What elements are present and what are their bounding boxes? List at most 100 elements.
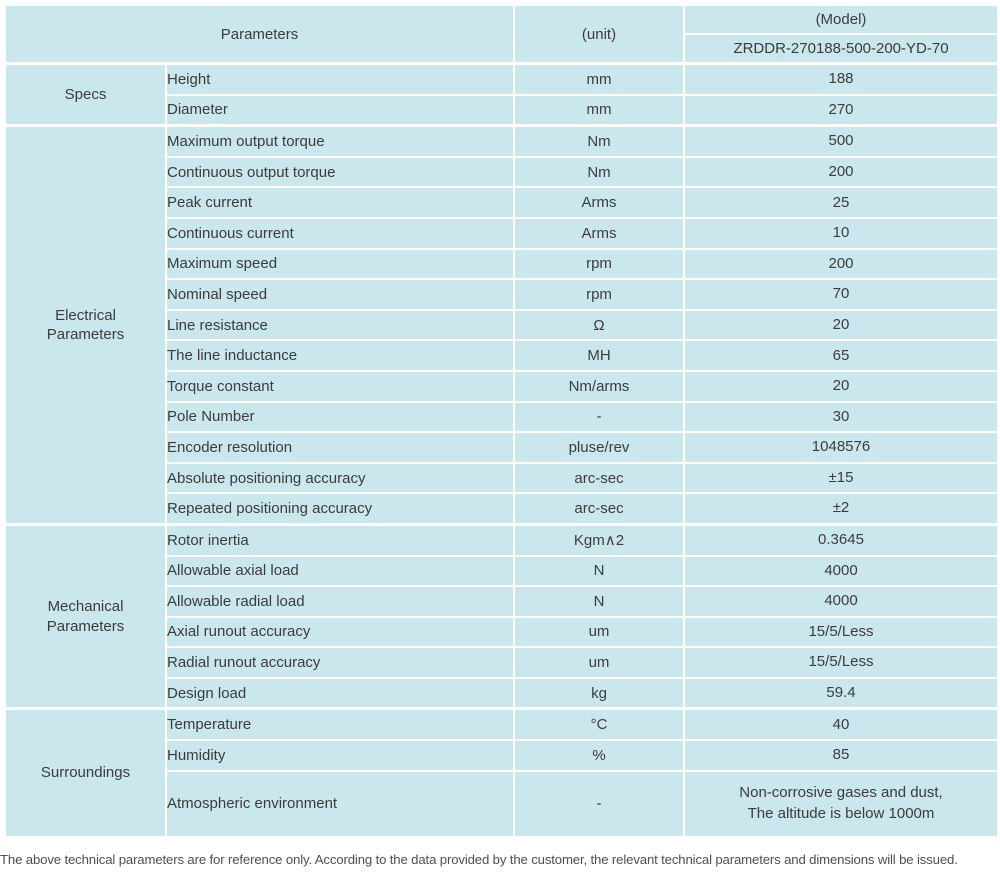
param-unit: pluse/rev: [513, 431, 685, 464]
param-name: Allowable axial load: [165, 554, 515, 588]
header-parameters: Parameters: [4, 4, 515, 65]
table-row: Design load kg 59.4: [5, 676, 999, 710]
param-unit: N: [513, 585, 685, 618]
table-row: Allowable axial load N 4000: [5, 554, 999, 588]
param-name: Height: [165, 61, 515, 96]
section-category-specs: Specs: [4, 61, 167, 127]
param-name: Pole Number: [165, 400, 515, 434]
param-name: Repeated positioning accuracy: [165, 492, 515, 526]
param-name: Design load: [165, 676, 515, 710]
param-value: 1048576: [683, 431, 999, 464]
table-row: Continuous output torque Nm 200: [5, 155, 999, 189]
param-unit: MH: [513, 339, 685, 372]
table-row: Specs Height mm 188: [4, 61, 999, 127]
param-unit: -: [513, 769, 685, 838]
param-value: 4000: [683, 554, 999, 588]
param-name: Temperature: [165, 707, 515, 742]
param-value: 59.4: [683, 676, 999, 710]
param-name: Humidity: [165, 739, 515, 772]
section-category-electrical: Electrical Parameters: [4, 124, 167, 526]
param-unit: N: [513, 554, 685, 588]
table-row: Repeated positioning accuracy arc-sec ±2: [5, 492, 999, 526]
table-row: Electrical Parameters Maximum output tor…: [4, 124, 999, 526]
param-name: Peak current: [165, 186, 515, 219]
param-value: ±2: [683, 492, 999, 526]
param-unit: kg: [513, 676, 685, 710]
param-value: 85: [683, 739, 999, 772]
header-unit: (unit): [513, 4, 685, 65]
param-value: ±15: [683, 461, 999, 495]
header-model: (Model): [683, 4, 999, 35]
table-row: Absolute positioning accuracy arc-sec ±1…: [5, 461, 999, 495]
param-value: 30: [683, 400, 999, 434]
table-row: Torque constant Nm/arms 20: [5, 369, 999, 403]
param-name: Continuous output torque: [165, 155, 515, 189]
table-row: Atmospheric environment - Non-corrosive …: [5, 769, 999, 838]
param-name: Torque constant: [165, 369, 515, 403]
table-header: Parameters (unit) (Model) ZRDDR-270188-5…: [4, 4, 999, 65]
param-value: 15/5/Less: [683, 615, 999, 649]
param-value: 270: [683, 93, 999, 127]
param-value: Non-corrosive gases and dust, The altitu…: [683, 769, 999, 838]
param-value: 65: [683, 339, 999, 372]
param-name: Maximum output torque: [165, 124, 515, 158]
table-row: Encoder resolution pluse/rev 1048576: [5, 431, 999, 464]
param-unit: Arms: [513, 186, 685, 219]
param-name: Absolute positioning accuracy: [165, 461, 515, 495]
param-unit: -: [513, 400, 685, 434]
param-value: 10: [683, 216, 999, 250]
param-unit: arc-sec: [513, 461, 685, 495]
param-unit: Nm/arms: [513, 369, 685, 403]
table-row: Humidity % 85: [5, 739, 999, 772]
param-unit: um: [513, 646, 685, 679]
param-name: Diameter: [165, 93, 515, 127]
param-unit: Nm: [513, 124, 685, 158]
param-value: 40: [683, 707, 999, 742]
table-row: The line inductance MH 65: [5, 339, 999, 372]
table-row: Peak current Arms 25: [5, 186, 999, 219]
param-name: Maximum speed: [165, 247, 515, 281]
table-row: Radial runout accuracy um 15/5/Less: [5, 646, 999, 679]
table-row: Surroundings Temperature °C 40: [4, 707, 999, 838]
param-unit: %: [513, 739, 685, 772]
param-name: Rotor inertia: [165, 522, 515, 557]
param-unit: °C: [513, 707, 685, 742]
param-value: 20: [683, 369, 999, 403]
param-value: 200: [683, 247, 999, 281]
param-value: 4000: [683, 585, 999, 618]
param-unit: Arms: [513, 216, 685, 250]
param-name: Radial runout accuracy: [165, 646, 515, 679]
param-unit: mm: [513, 93, 685, 127]
param-unit: Nm: [513, 155, 685, 189]
param-unit: rpm: [513, 278, 685, 311]
param-value: 20: [683, 308, 999, 342]
table-row: Mechanical Parameters Rotor inertia Kgm∧…: [4, 522, 999, 710]
param-value: 500: [683, 124, 999, 158]
section-category-mechanical: Mechanical Parameters: [4, 522, 167, 710]
param-name: Atmospheric environment: [165, 769, 515, 838]
param-name: Allowable radial load: [165, 585, 515, 618]
param-unit: um: [513, 615, 685, 649]
param-value: 70: [683, 278, 999, 311]
param-unit: Ω: [513, 308, 685, 342]
param-name: The line inductance: [165, 339, 515, 372]
spec-table: Parameters (unit) (Model) ZRDDR-270188-5…: [4, 4, 999, 838]
table-row: Pole Number - 30: [5, 400, 999, 434]
table-row: Continuous current Arms 10: [5, 216, 999, 250]
table-row: Line resistance Ω 20: [5, 308, 999, 342]
table-row: Diameter mm 270: [5, 93, 999, 127]
table-row: Nominal speed rpm 70: [5, 278, 999, 311]
param-value: 188: [683, 61, 999, 96]
param-value: 0.3645: [683, 522, 999, 557]
param-unit: arc-sec: [513, 492, 685, 526]
param-name: Axial runout accuracy: [165, 615, 515, 649]
table-row: Maximum speed rpm 200: [5, 247, 999, 281]
table-row: Allowable radial load N 4000: [5, 585, 999, 618]
table-row: Axial runout accuracy um 15/5/Less: [5, 615, 999, 649]
param-value: 25: [683, 186, 999, 219]
param-name: Continuous current: [165, 216, 515, 250]
param-unit: rpm: [513, 247, 685, 281]
footer-note: The above technical parameters are for r…: [0, 851, 958, 867]
header-model-value: ZRDDR-270188-500-200-YD-70: [683, 33, 999, 65]
